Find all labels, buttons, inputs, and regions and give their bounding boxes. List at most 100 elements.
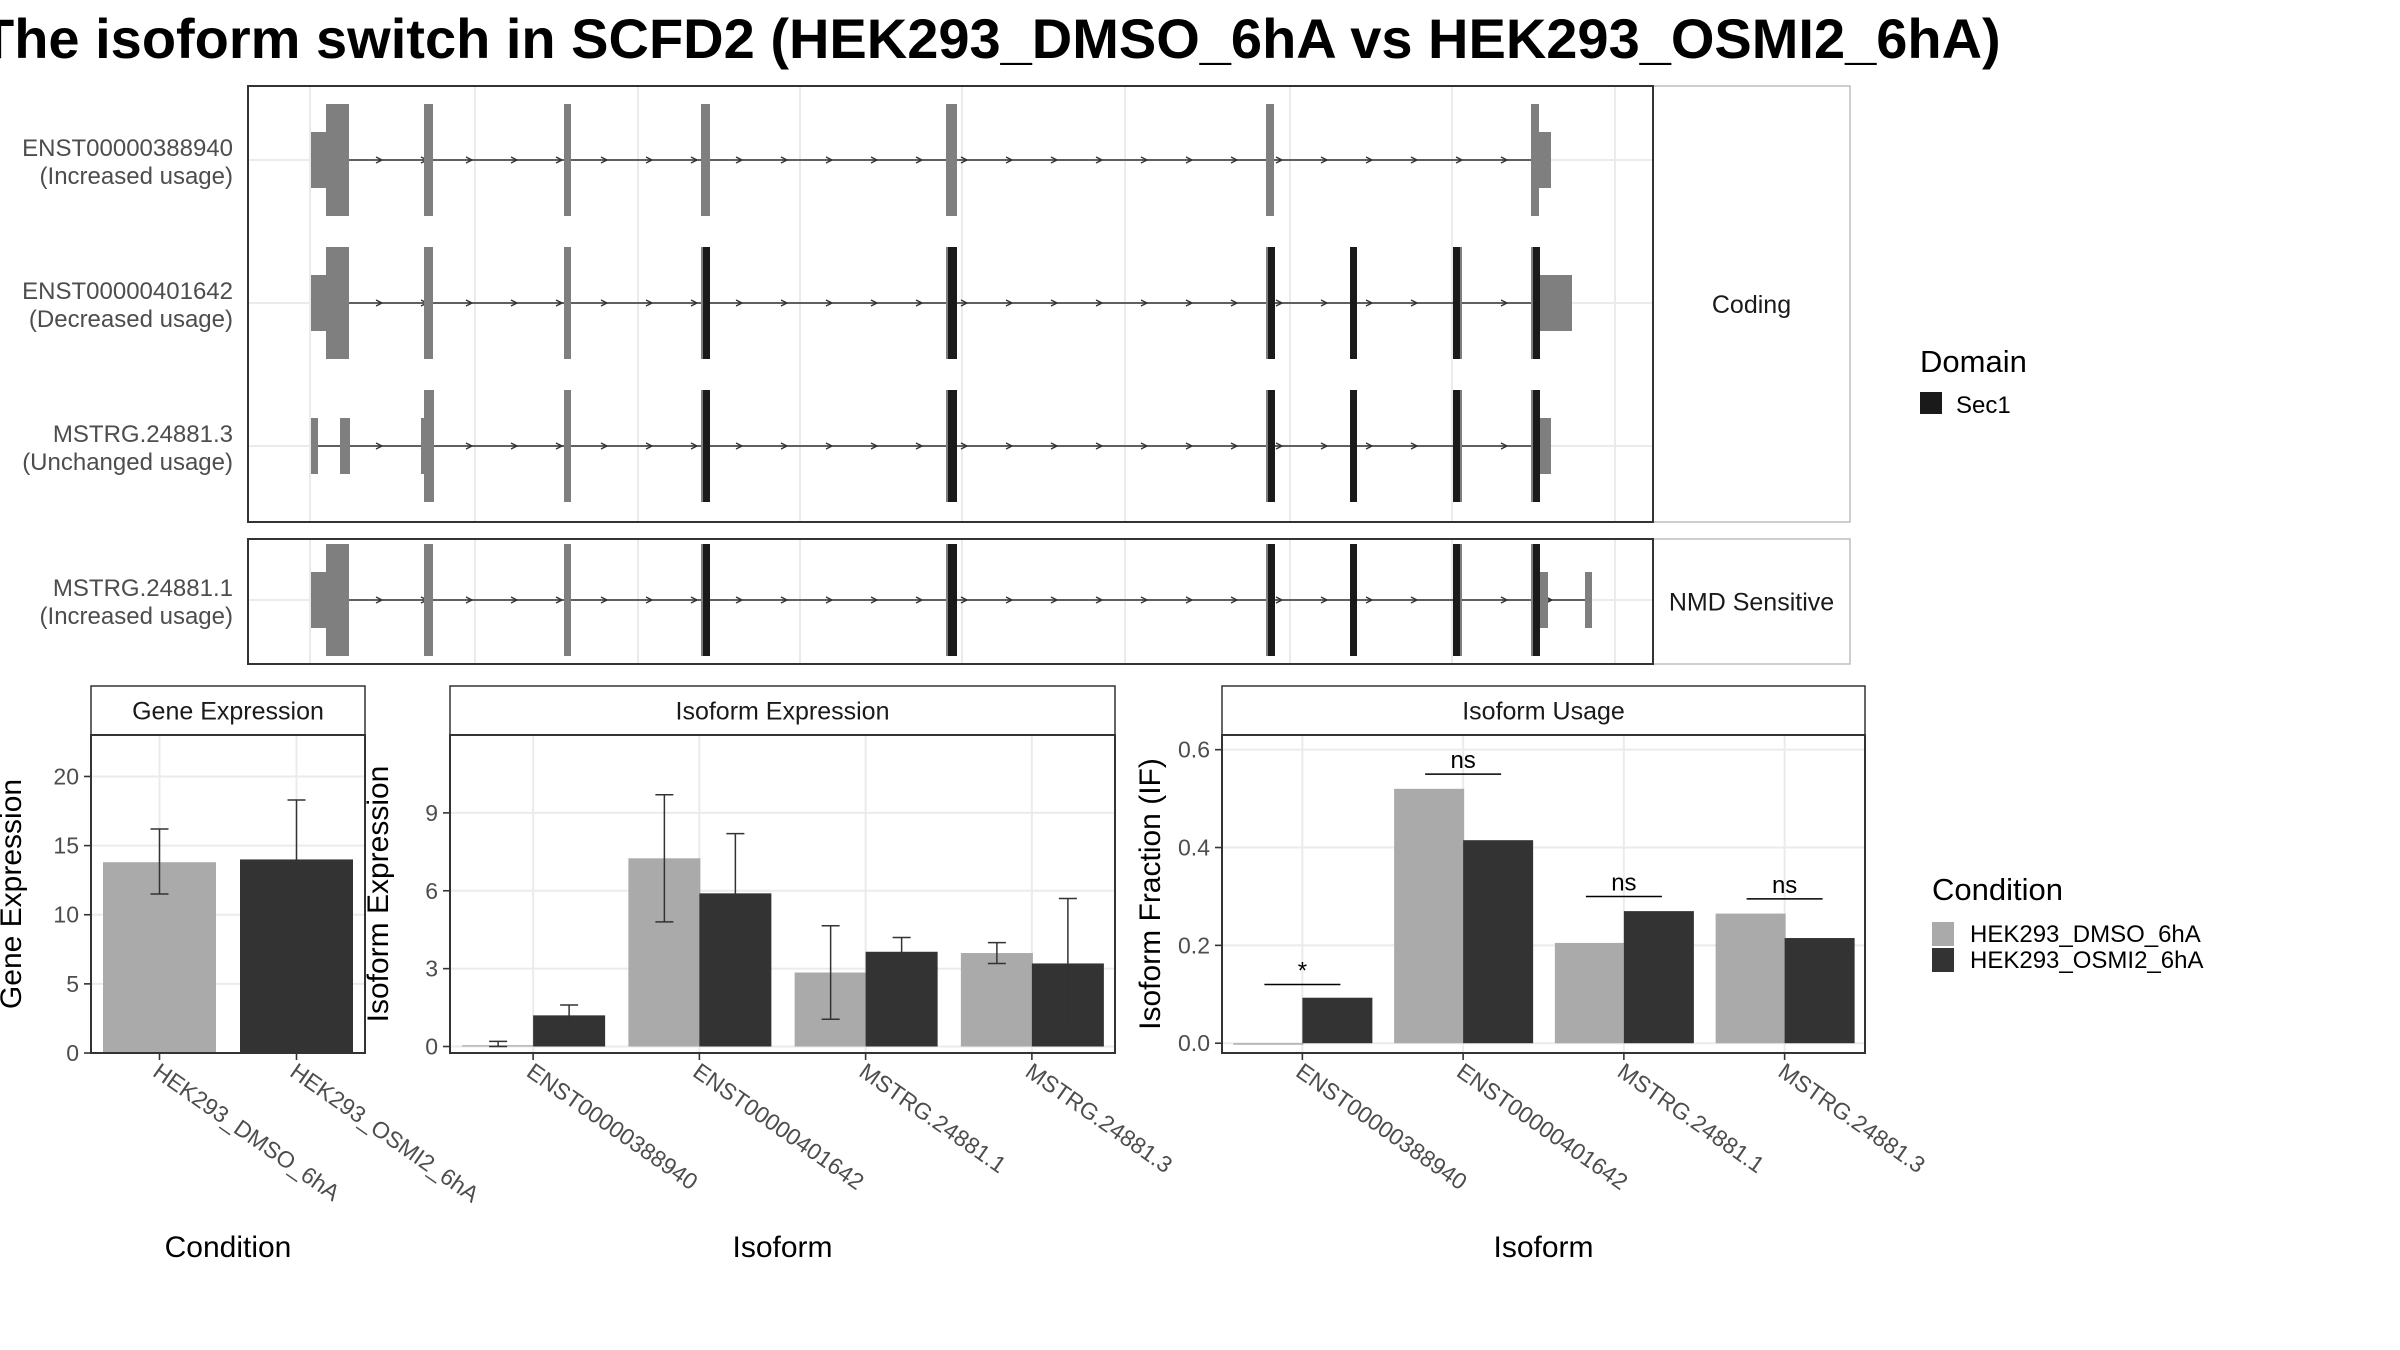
intron-arrow	[465, 156, 474, 164]
x-tick-label: ENST00000401642	[1452, 1058, 1632, 1195]
intron-arrow	[1005, 442, 1014, 450]
x-axis-label: Isoform	[732, 1231, 832, 1264]
exon	[311, 418, 318, 474]
legend-key	[1920, 392, 1942, 414]
intron-arrow	[1230, 156, 1239, 164]
exon	[1538, 418, 1551, 474]
significance-label: ns	[1611, 869, 1636, 896]
domain-sec1	[1350, 247, 1357, 359]
intron-arrow	[1410, 442, 1419, 450]
x-tick-label: MSTRG.24881.3	[1021, 1058, 1177, 1178]
x-tick-label: MSTRG.24881.1	[1613, 1058, 1769, 1178]
intron-arrow	[735, 596, 744, 604]
intron-arrow	[510, 442, 519, 450]
intron-arrow	[510, 156, 519, 164]
gene-expression-panel: Gene Expression05101520HEK293_DMSO_6hAHE…	[0, 685, 484, 1264]
exon	[311, 132, 326, 188]
intron-arrow	[1185, 299, 1194, 307]
transcript-usage: (Increased usage)	[40, 163, 233, 190]
isoform-usage-panel: Isoform Usage 0.0 0.2 0.4 0.6 * ns ns ns ENST0000…	[1134, 685, 1930, 1264]
panel-strip-label: Isoform Expression	[676, 698, 890, 726]
intron-arrow	[645, 156, 654, 164]
intron-arrow	[645, 299, 654, 307]
legend-label: HEK293_OSMI2_6hA	[1970, 947, 2203, 974]
intron-arrow	[1275, 442, 1284, 450]
figure-title: The isoform switch in SCFD2 (HEK293_DMSO…	[0, 7, 2001, 70]
intron-arrow	[960, 442, 969, 450]
x-tick-label: ENST00000401642	[689, 1058, 869, 1195]
y-tick-label: 20	[53, 763, 79, 789]
intron-arrow	[1320, 156, 1329, 164]
exon	[340, 418, 350, 474]
legend-key	[1932, 948, 1954, 972]
significance-label: ns	[1772, 872, 1797, 899]
intron-arrow	[1500, 596, 1509, 604]
intron-arrow	[1410, 596, 1419, 604]
exon	[701, 104, 710, 216]
exon	[326, 247, 349, 359]
intron-arrow	[555, 156, 564, 164]
x-axis-label: Isoform	[1493, 1231, 1593, 1264]
y-axis-label: Isoform Expression	[362, 766, 395, 1023]
intron-arrow	[465, 442, 474, 450]
intron-arrow	[915, 156, 924, 164]
exon	[1531, 104, 1539, 216]
intron-arrow	[780, 442, 789, 450]
exon	[1538, 572, 1548, 628]
intron-arrow	[780, 156, 789, 164]
intron-arrow	[870, 156, 879, 164]
intron-arrow	[1095, 299, 1104, 307]
bar	[1623, 911, 1694, 1044]
legend-key	[1932, 922, 1954, 946]
exon	[1538, 132, 1551, 188]
panel-border	[247, 85, 1654, 523]
intron-arrow	[1140, 442, 1149, 450]
intron-arrow	[1005, 156, 1014, 164]
y-tick-label: 5	[66, 971, 79, 997]
intron-arrow	[825, 596, 834, 604]
intron-arrow	[1410, 299, 1419, 307]
intron-arrow	[735, 299, 744, 307]
exon	[424, 390, 433, 502]
transcript-id: MSTRG.24881.1	[53, 575, 233, 602]
group-strip	[1652, 85, 1851, 523]
transcript-usage: (Increased usage)	[40, 603, 233, 630]
y-tick-label: 0.0	[1178, 1030, 1210, 1056]
panel-border	[90, 734, 366, 1054]
intron-arrow	[375, 442, 384, 450]
intron-arrow	[960, 299, 969, 307]
legend-title: Domain	[1920, 344, 2027, 379]
x-tick-label: MSTRG.24881.1	[855, 1058, 1011, 1178]
transcript-usage: (Decreased usage)	[29, 306, 233, 333]
transcript-id: ENST00000401642	[22, 278, 233, 305]
domain-sec1	[1533, 544, 1540, 656]
exon	[946, 104, 957, 216]
intron-arrow	[1050, 596, 1059, 604]
domain-sec1	[1533, 390, 1540, 502]
intron-arrow	[870, 596, 879, 604]
intron-arrow	[960, 596, 969, 604]
intron-arrow	[825, 156, 834, 164]
intron-arrow	[1320, 442, 1329, 450]
exon	[424, 104, 433, 216]
intron-arrow	[1050, 299, 1059, 307]
intron-arrow	[1365, 442, 1374, 450]
intron-arrow	[1365, 596, 1374, 604]
y-tick-label: 0.4	[1178, 835, 1210, 861]
intron-arrow	[600, 442, 609, 450]
intron-arrow	[735, 442, 744, 450]
exon	[1585, 572, 1592, 628]
y-tick-label: 9	[425, 800, 438, 826]
intron-arrow	[510, 299, 519, 307]
transcript-id: ENST00000388940	[22, 135, 233, 162]
intron-arrow	[1230, 596, 1239, 604]
intron-arrow	[1320, 596, 1329, 604]
significance-label: *	[1298, 958, 1307, 985]
intron-arrow	[1005, 596, 1014, 604]
y-tick-label: 15	[53, 833, 79, 859]
intron-arrow	[960, 156, 969, 164]
bar	[1784, 938, 1855, 1044]
bar	[1463, 840, 1534, 1044]
